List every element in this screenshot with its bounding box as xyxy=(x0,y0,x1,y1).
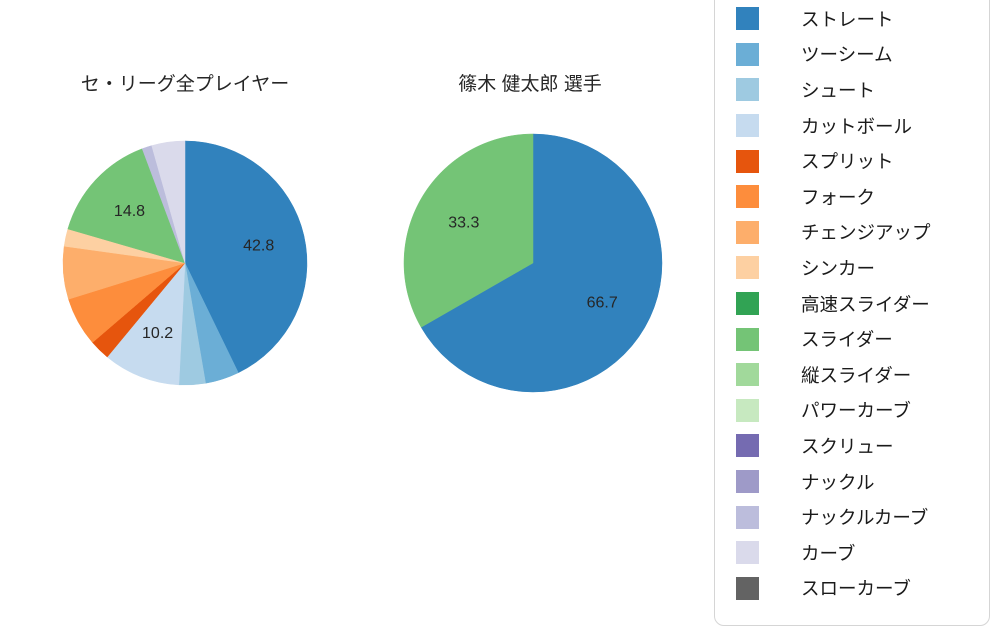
legend-swatch xyxy=(736,576,759,600)
legend-label: ツーシーム xyxy=(801,44,893,66)
legend-item: シュート xyxy=(715,72,989,108)
legend-item: ツーシーム xyxy=(715,37,989,73)
pie-slice-ストレート xyxy=(184,140,308,374)
pie-slice-カットボール xyxy=(106,262,186,386)
legend-label: シュート xyxy=(801,79,876,101)
legend-label: ストレート xyxy=(801,8,894,30)
legend-swatch xyxy=(736,363,759,387)
legend-item: カットボール xyxy=(715,108,989,144)
legend-swatch xyxy=(736,292,759,316)
legend-swatch xyxy=(736,114,759,138)
legend-swatch xyxy=(736,7,759,31)
pie-slice-スライダー xyxy=(67,148,186,264)
legend-label: スライダー xyxy=(801,329,893,351)
legend-item: スクリュー xyxy=(715,428,989,464)
legend-label: チェンジアップ xyxy=(801,222,931,244)
legend-swatch xyxy=(736,470,759,494)
legend-label: 高速スライダー xyxy=(801,293,930,315)
legend-item: カーブ xyxy=(715,535,989,571)
legend-item: チェンジアップ xyxy=(715,215,989,251)
legend-label: ナックル xyxy=(801,471,875,493)
legend-swatch xyxy=(736,541,759,565)
legend-swatch xyxy=(736,505,759,529)
pie-slice-value: 14.8 xyxy=(114,203,145,220)
legend-item: ストレート xyxy=(715,1,989,37)
pie-charts-canvas: 42.8 10.2 14.8 66.7 33.3 xyxy=(62,133,663,393)
legend-label: ナックルカーブ xyxy=(801,507,929,529)
legend-swatch xyxy=(736,327,759,351)
legend-item: スローカーブ xyxy=(715,571,989,607)
legend-item: ナックル xyxy=(715,464,989,500)
legend-label: 縦スライダー xyxy=(801,364,912,386)
legend-label: スクリュー xyxy=(801,435,894,457)
legend-item: パワーカーブ xyxy=(715,393,989,429)
pie-slice-カーブ xyxy=(151,140,186,264)
pie-slice-value: 42.8 xyxy=(243,238,274,255)
legend-label: フォーク xyxy=(801,186,876,208)
pie-slice-value: 33.3 xyxy=(448,214,479,231)
pie-slice-ストレート xyxy=(420,133,663,393)
legend-label: カットボール xyxy=(801,115,913,137)
legend-label: カーブ xyxy=(801,542,856,564)
legend-item: 高速スライダー xyxy=(715,286,989,322)
legend-item: シンカー xyxy=(715,250,989,286)
legend-swatch xyxy=(736,256,759,280)
legend-swatch xyxy=(736,434,759,458)
legend-swatch xyxy=(736,398,759,422)
legend-label: スローカーブ xyxy=(801,578,911,600)
legend-item: スライダー xyxy=(715,321,989,357)
legend-swatch xyxy=(736,185,759,209)
legend-item: 縦スライダー xyxy=(715,357,989,393)
legend-label: シンカー xyxy=(801,257,876,279)
legend-item: フォーク xyxy=(715,179,989,215)
legend-label: スプリット xyxy=(801,151,894,173)
legend-swatch xyxy=(736,42,759,66)
legend: ストレートツーシームシュートカットボール スプリットフォークチェンジアップ シンカー… xyxy=(714,0,990,626)
legend-swatch xyxy=(736,149,759,173)
pie-slice-value: 10.2 xyxy=(142,325,173,342)
pie-slice-value: 66.7 xyxy=(587,295,618,312)
legend-item: スプリット xyxy=(715,143,989,179)
legend-label: パワーカーブ xyxy=(801,400,911,422)
legend-swatch xyxy=(736,220,759,244)
chart-title-player: 篠木 健太郎 選手 xyxy=(458,74,602,95)
legend-item: ナックルカーブ xyxy=(715,499,989,535)
chart-title-league: セ・リーグ全プレイヤー xyxy=(80,74,290,95)
legend-swatch xyxy=(736,78,759,102)
pie-slice-スライダー xyxy=(403,133,534,328)
